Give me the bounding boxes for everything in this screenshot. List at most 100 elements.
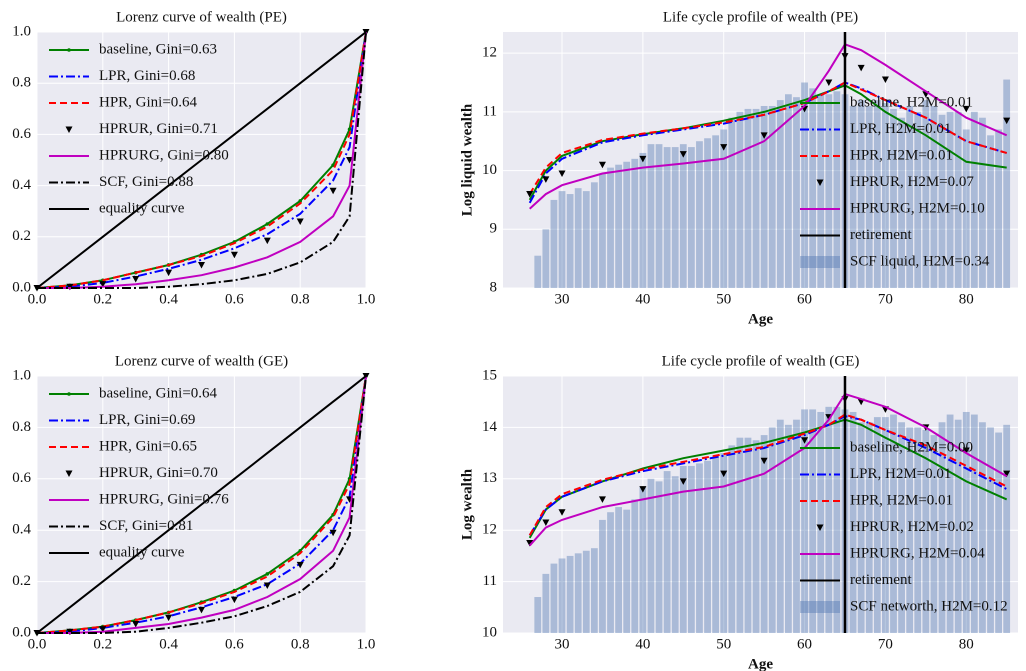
point (857, 64, 865, 72)
point (598, 161, 606, 169)
legend-label: retirement (850, 227, 912, 243)
x-axis-label: Age (748, 311, 773, 327)
x-tick-label: 40 (635, 291, 650, 307)
bar (962, 411, 970, 633)
y-tick-label: 12 (482, 45, 497, 61)
bar (817, 411, 825, 633)
bar (574, 188, 582, 288)
point (816, 179, 824, 186)
legend-label: SCF networth, H2M=0.12 (850, 598, 1008, 614)
bar (776, 419, 784, 633)
bar (995, 129, 1002, 288)
y-tick-label: 0.8 (12, 75, 31, 91)
point (801, 437, 809, 444)
point (263, 237, 271, 245)
legend-label: baseline, Gini=0.63 (99, 41, 217, 57)
line (37, 31, 367, 289)
bar (776, 100, 784, 288)
legend-label: LPR, Gini=0.69 (99, 412, 195, 428)
y-tick-label: 8 (490, 279, 498, 295)
bar (696, 141, 703, 288)
bar (679, 144, 687, 288)
legend-label: SCF liquid, H2M=0.34 (850, 253, 990, 269)
point (542, 176, 550, 183)
line (529, 43, 1008, 210)
bar (809, 409, 817, 633)
bar (849, 411, 857, 633)
bar (922, 100, 930, 288)
legend-label: equality curve (99, 544, 185, 560)
y-tick-label: 14 (482, 419, 498, 435)
bar (979, 117, 986, 289)
bar (607, 167, 614, 288)
bar (599, 173, 606, 288)
bar (793, 419, 800, 633)
line (528, 392, 1008, 547)
bar (809, 88, 817, 288)
legend-label: HPRURG, Gini=0.80 (99, 147, 229, 163)
y-tick-label: 0.4 (12, 522, 31, 538)
point (329, 529, 337, 537)
point (346, 157, 354, 164)
bar (687, 147, 695, 288)
point (962, 447, 970, 455)
y-tick-label: 10 (482, 162, 497, 178)
line (36, 31, 367, 289)
point (1003, 470, 1011, 478)
bar (744, 108, 752, 288)
line (37, 31, 367, 289)
bar (534, 597, 542, 633)
bar (930, 435, 938, 633)
chart-title: Life cycle profile of wealth (PE) (663, 9, 858, 25)
y-tick-label: 12 (482, 522, 497, 538)
point (165, 269, 173, 277)
line (36, 31, 367, 289)
x-tick-label: 60 (797, 636, 812, 652)
bar (542, 573, 550, 633)
bar (768, 105, 776, 288)
chart-title: Life cycle profile of wealth (GE) (662, 353, 860, 369)
bar (970, 414, 978, 633)
point (542, 519, 550, 526)
point (679, 478, 687, 485)
bar (946, 111, 954, 288)
point (66, 283, 74, 291)
x-tick-label: 0.2 (93, 636, 112, 652)
bar (898, 422, 905, 633)
bar (833, 91, 841, 288)
bar (825, 94, 833, 289)
legend-label: HPR, Gini=0.65 (99, 438, 197, 454)
point (639, 486, 647, 493)
plot-background (503, 376, 1018, 633)
bar (954, 419, 962, 633)
bar (938, 422, 946, 633)
bar (647, 478, 655, 633)
bar (615, 164, 623, 288)
y-tick-label: 11 (483, 103, 497, 119)
legend-label: LPR, H2M=0.01 (850, 121, 951, 137)
bar (760, 105, 768, 288)
legend-label: HPRUR, H2M=0.02 (850, 519, 974, 535)
legend-label: retirement (850, 572, 912, 588)
legend-swatch (800, 256, 840, 268)
point (347, 127, 352, 132)
bar (720, 453, 728, 633)
bar (784, 424, 792, 633)
legend-label: HPRUR, Gini=0.71 (99, 121, 218, 137)
y-tick-label: 0.6 (12, 470, 31, 486)
y-tick-label: 0.0 (12, 624, 31, 640)
bar (882, 103, 889, 288)
bar (954, 111, 962, 288)
line (36, 375, 367, 634)
bar (914, 427, 922, 633)
line (528, 84, 1007, 201)
bar (793, 97, 800, 288)
bar (760, 435, 768, 633)
x-tick-label: 0.0 (28, 636, 47, 652)
point (720, 144, 728, 151)
bar (623, 509, 631, 633)
y-axis-label: Log wealth (459, 468, 475, 540)
bar (615, 507, 623, 633)
bar (590, 548, 598, 633)
legend-label: HPR, H2M=0.01 (850, 147, 953, 163)
